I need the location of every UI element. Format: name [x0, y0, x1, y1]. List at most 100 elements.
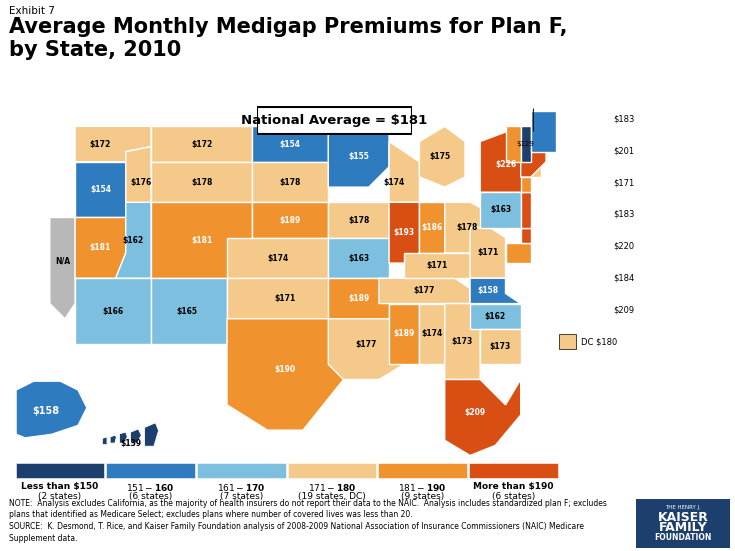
Polygon shape	[470, 228, 506, 278]
Polygon shape	[445, 380, 520, 456]
Text: (6 states): (6 states)	[492, 492, 535, 501]
Polygon shape	[151, 162, 252, 202]
Polygon shape	[227, 237, 329, 278]
Text: $158: $158	[32, 406, 60, 416]
Text: $177: $177	[414, 287, 435, 295]
Text: $175: $175	[429, 152, 451, 161]
Text: $155: $155	[348, 152, 369, 161]
Polygon shape	[470, 278, 520, 304]
Polygon shape	[520, 152, 546, 177]
Text: $189: $189	[280, 215, 301, 224]
FancyBboxPatch shape	[257, 107, 412, 134]
Text: DC $180: DC $180	[581, 337, 617, 346]
Polygon shape	[531, 162, 541, 177]
Text: Exhibit 7: Exhibit 7	[9, 6, 54, 15]
Polygon shape	[445, 202, 490, 253]
Text: Less than $150: Less than $150	[21, 482, 98, 491]
Text: $193: $193	[394, 228, 415, 237]
Polygon shape	[369, 142, 420, 202]
Text: (7 states): (7 states)	[220, 492, 263, 501]
Polygon shape	[131, 429, 141, 443]
Text: $174: $174	[384, 177, 405, 187]
Polygon shape	[110, 435, 116, 443]
Polygon shape	[151, 278, 227, 344]
Text: $201: $201	[614, 147, 634, 155]
Text: $190: $190	[275, 365, 295, 374]
Text: $220: $220	[614, 242, 634, 251]
Polygon shape	[252, 202, 329, 237]
Polygon shape	[75, 162, 126, 218]
Polygon shape	[227, 278, 343, 319]
Polygon shape	[126, 147, 161, 218]
Polygon shape	[252, 162, 329, 202]
Text: $183: $183	[613, 115, 634, 123]
Text: $173: $173	[452, 337, 473, 346]
Bar	[469, 463, 558, 478]
Polygon shape	[151, 202, 252, 278]
Text: $181: $181	[90, 244, 111, 252]
Polygon shape	[329, 278, 389, 319]
Text: $209: $209	[465, 408, 486, 417]
Polygon shape	[102, 437, 107, 445]
Polygon shape	[531, 111, 556, 152]
Bar	[197, 463, 286, 478]
Text: $163: $163	[490, 206, 511, 214]
Polygon shape	[329, 237, 389, 278]
Text: $172: $172	[90, 139, 111, 149]
Polygon shape	[75, 218, 126, 278]
Bar	[379, 463, 467, 478]
Polygon shape	[420, 126, 465, 187]
Polygon shape	[329, 126, 389, 187]
Polygon shape	[389, 304, 420, 364]
Text: $186: $186	[421, 223, 442, 232]
Text: $173: $173	[490, 342, 511, 351]
Polygon shape	[252, 126, 329, 162]
Polygon shape	[520, 177, 531, 192]
Text: $171-$180: $171-$180	[308, 482, 356, 493]
Polygon shape	[227, 319, 343, 430]
Polygon shape	[470, 304, 520, 329]
Text: $163: $163	[348, 253, 369, 262]
Text: (9 states): (9 states)	[401, 492, 444, 501]
Text: $178: $178	[457, 223, 478, 232]
Text: $172: $172	[191, 139, 212, 149]
Polygon shape	[16, 381, 87, 437]
Text: $161-$170: $161-$170	[217, 482, 265, 493]
Text: FOUNDATION: FOUNDATION	[654, 533, 711, 542]
Text: (19 states, DC): (19 states, DC)	[298, 492, 366, 501]
Polygon shape	[75, 278, 151, 344]
Text: $166: $166	[103, 307, 123, 316]
Text: $139: $139	[120, 439, 141, 448]
Polygon shape	[329, 319, 404, 380]
Bar	[559, 334, 576, 349]
Text: $162: $162	[123, 236, 144, 245]
Polygon shape	[120, 432, 127, 443]
Text: National Average = $181: National Average = $181	[241, 114, 428, 127]
Polygon shape	[404, 253, 470, 278]
Text: $189: $189	[394, 329, 415, 338]
Polygon shape	[506, 243, 531, 263]
Text: $174: $174	[421, 329, 442, 338]
Text: $174: $174	[267, 253, 288, 262]
Text: NOTE:  Analysis excludes California, as the majority of health insurers do not r: NOTE: Analysis excludes California, as t…	[9, 499, 606, 543]
Polygon shape	[420, 202, 445, 253]
Polygon shape	[329, 202, 389, 237]
Polygon shape	[145, 423, 159, 446]
Text: $176: $176	[130, 177, 151, 187]
Text: $171: $171	[426, 261, 448, 270]
Text: $171: $171	[477, 249, 498, 257]
Polygon shape	[520, 228, 531, 243]
Polygon shape	[506, 126, 520, 162]
Text: $165: $165	[176, 307, 197, 316]
Polygon shape	[151, 126, 252, 162]
Text: $162: $162	[485, 312, 506, 321]
Text: (6 states): (6 states)	[129, 492, 172, 501]
Bar	[15, 463, 104, 478]
Polygon shape	[445, 304, 480, 380]
Text: THE HENRY J.: THE HENRY J.	[665, 505, 700, 510]
Polygon shape	[480, 329, 520, 364]
Polygon shape	[520, 126, 531, 162]
Text: $151-$160: $151-$160	[126, 482, 175, 493]
Text: $183: $183	[613, 210, 634, 219]
Text: N/A: N/A	[55, 256, 70, 265]
